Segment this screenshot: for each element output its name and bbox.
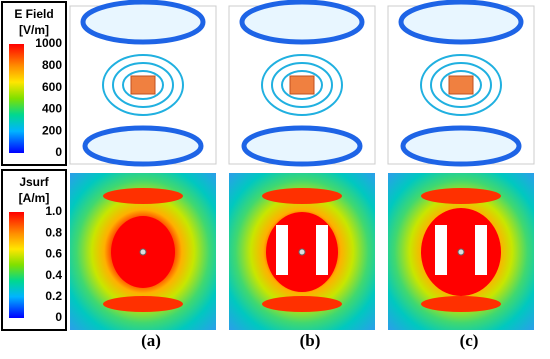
field-contour — [122, 70, 164, 100]
legend-unit: [V/m] — [19, 23, 49, 37]
hot-zone — [421, 188, 501, 204]
field-contour — [80, 0, 206, 45]
field-contour — [82, 125, 204, 167]
feed — [139, 248, 147, 256]
field-contour — [440, 70, 482, 100]
legend-frame — [1, 1, 67, 166]
legend-frame — [1, 169, 67, 331]
legend-title: Jsurf — [19, 175, 49, 189]
hot-zone — [103, 188, 183, 204]
antenna — [289, 75, 315, 95]
hot-zone — [262, 296, 342, 312]
colorbar-tick: 400 — [42, 102, 62, 116]
colorbar-tick: 0 — [55, 310, 62, 324]
efield-plot — [387, 0, 535, 167]
slot — [276, 225, 288, 275]
colorbar-tick: 0 — [55, 145, 62, 159]
field-contour — [398, 0, 524, 45]
field-contour — [102, 54, 184, 116]
field-contour — [281, 70, 323, 100]
field-contour — [420, 54, 502, 116]
slot — [435, 225, 447, 275]
slot — [475, 225, 487, 275]
field-contour — [261, 54, 343, 116]
colorbar-tick: 1000 — [35, 36, 62, 50]
efield-plot — [228, 0, 376, 167]
colorbar-tick: 0.8 — [45, 225, 62, 239]
colorbar-tick: 800 — [42, 58, 62, 72]
jsurf-plot — [388, 173, 534, 330]
panel-label: (b) — [300, 331, 321, 350]
colorbar — [9, 44, 24, 153]
hot-zone — [421, 296, 501, 312]
legend-title: E Field — [14, 7, 53, 21]
colorbar-tick: 200 — [42, 123, 62, 137]
colorbar-tick: 0.6 — [45, 247, 62, 261]
field-contour — [400, 125, 522, 167]
panel-label: (c) — [460, 331, 479, 350]
feed — [298, 248, 306, 256]
hot-zone — [262, 188, 342, 204]
feed — [457, 248, 465, 256]
colorbar-tick: 0.2 — [45, 289, 62, 303]
panel-label: (a) — [141, 331, 161, 350]
antenna — [130, 75, 156, 95]
field-contour — [112, 62, 174, 108]
colorbar-tick: 1.0 — [45, 204, 62, 218]
colorbar — [9, 212, 24, 318]
field-contour — [241, 125, 363, 167]
colorbar-tick: 600 — [42, 80, 62, 94]
jsurf-plot — [229, 173, 375, 330]
field-contour — [430, 62, 492, 108]
antenna — [448, 75, 474, 95]
legend-unit: [A/m] — [19, 191, 50, 205]
field-contour — [271, 62, 333, 108]
efield-plot — [69, 0, 217, 167]
colorbar-tick: 0.4 — [45, 268, 62, 282]
field-contour — [239, 0, 365, 45]
jsurf-plot — [70, 173, 216, 330]
hot-zone — [103, 296, 183, 312]
slot — [316, 225, 328, 275]
